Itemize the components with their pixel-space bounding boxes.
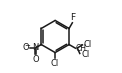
Text: Cl: Cl (81, 50, 89, 59)
Text: CH: CH (75, 44, 86, 53)
Text: O: O (22, 43, 29, 52)
Text: Cl: Cl (84, 40, 92, 49)
Text: N: N (32, 43, 39, 52)
Text: O: O (32, 55, 39, 64)
Text: Cl: Cl (51, 59, 59, 68)
Text: +: + (35, 44, 39, 49)
Text: −: − (24, 43, 30, 49)
Text: F: F (70, 13, 75, 22)
